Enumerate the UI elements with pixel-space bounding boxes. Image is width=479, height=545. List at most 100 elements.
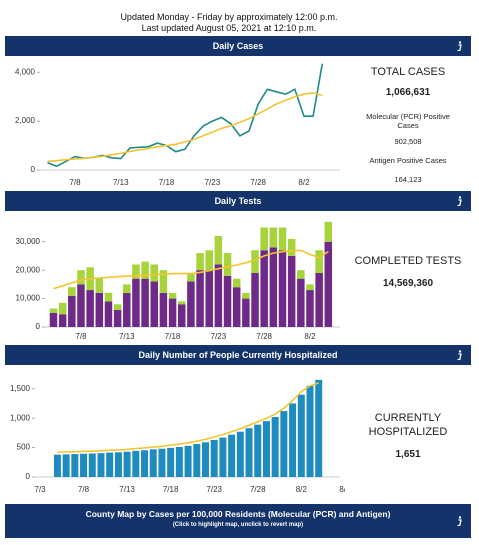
panel-value: 164,123 bbox=[394, 175, 422, 184]
bar bbox=[158, 448, 166, 477]
bar bbox=[271, 417, 279, 477]
x-tick-label: 7/28 bbox=[250, 178, 266, 187]
bar bbox=[228, 434, 236, 477]
panel-heading: COMPLETED TESTS bbox=[354, 255, 462, 267]
bar bbox=[306, 290, 314, 327]
section-bar[interactable]: County Map by Cases per 100,000 Resident… bbox=[5, 504, 471, 538]
info-icon[interactable] bbox=[455, 350, 463, 360]
bar bbox=[315, 250, 323, 273]
line bbox=[57, 382, 319, 454]
y-tick-label: 0 bbox=[31, 165, 36, 174]
bar bbox=[88, 453, 96, 477]
section-bar: Daily Cases bbox=[5, 36, 471, 56]
bar bbox=[245, 428, 253, 477]
bar bbox=[113, 309, 122, 327]
bar bbox=[177, 301, 186, 305]
bar bbox=[141, 261, 149, 279]
bar bbox=[297, 278, 305, 327]
x-tick-label: 8/2 bbox=[296, 485, 308, 494]
bar bbox=[280, 411, 288, 477]
bar bbox=[53, 454, 61, 477]
x-tick-label: 7/3 bbox=[34, 485, 46, 494]
bar bbox=[168, 298, 177, 327]
x-tick-label: 7/18 bbox=[159, 178, 175, 187]
x-tick-label: 7/8 bbox=[69, 178, 81, 187]
section-title: Daily Number of People Currently Hospita… bbox=[138, 350, 338, 360]
bar bbox=[324, 221, 333, 242]
section-bar: Daily Number of People Currently Hospita… bbox=[5, 345, 471, 365]
charts: 0 2,000 4,000 7/8 7/13 7/18 7/23 7/28 8/2 0 10,000… bbox=[10, 63, 345, 494]
bar bbox=[80, 453, 88, 477]
bar bbox=[236, 431, 244, 477]
bar bbox=[242, 292, 250, 299]
section-title: Daily Tests bbox=[214, 196, 262, 206]
x-tick-label: 7/13 bbox=[113, 178, 129, 187]
x-tick-label: 8/2 bbox=[304, 332, 316, 341]
bar bbox=[97, 453, 105, 477]
bar bbox=[149, 449, 157, 477]
panel-total: 14,569,360 bbox=[382, 278, 434, 289]
bar bbox=[71, 454, 79, 477]
bar bbox=[223, 253, 232, 276]
y-tick-label: 0 bbox=[36, 322, 41, 331]
bar bbox=[205, 270, 213, 327]
bar bbox=[49, 312, 58, 327]
x-tick-label: 7/23 bbox=[205, 178, 221, 187]
y-tick-label: 4,000 bbox=[15, 67, 36, 76]
bar bbox=[287, 238, 296, 256]
bar bbox=[132, 278, 140, 327]
x-tick-label: 8/2 bbox=[298, 178, 310, 187]
bar bbox=[123, 451, 131, 477]
bar bbox=[269, 247, 278, 327]
bar bbox=[223, 275, 232, 327]
bar bbox=[150, 281, 159, 327]
bar bbox=[159, 270, 168, 293]
bar bbox=[297, 394, 305, 477]
panel-label: Antigen Positive Cases bbox=[369, 156, 447, 165]
bar bbox=[297, 270, 305, 279]
y-tick-label: 0 bbox=[26, 472, 31, 481]
line bbox=[53, 249, 329, 290]
bar bbox=[58, 314, 67, 327]
bar bbox=[196, 253, 204, 271]
section-bar: Daily Tests bbox=[5, 191, 471, 211]
y-tick-label: 30,000 bbox=[16, 237, 41, 246]
x-tick-label: 7/13 bbox=[119, 332, 135, 341]
bar bbox=[201, 442, 209, 477]
bar bbox=[269, 227, 278, 248]
bar bbox=[175, 447, 183, 477]
bar bbox=[278, 250, 287, 327]
bar bbox=[214, 236, 223, 265]
bar bbox=[306, 385, 314, 477]
bar bbox=[219, 437, 227, 477]
bar bbox=[196, 270, 204, 327]
x-tick-label: 7/28 bbox=[250, 485, 266, 494]
bar bbox=[150, 264, 159, 282]
bar bbox=[168, 292, 177, 299]
bar bbox=[177, 304, 186, 327]
bar bbox=[159, 292, 168, 327]
bar bbox=[95, 278, 104, 293]
last-updated: Last updated August 05, 2021 at 12:10 p.… bbox=[141, 23, 317, 33]
x-tick-label: 8/7 bbox=[339, 485, 345, 494]
bar bbox=[205, 250, 213, 271]
y-tick-label: 500 bbox=[17, 443, 31, 452]
bar bbox=[106, 452, 114, 477]
bar bbox=[86, 290, 94, 327]
panel-value: 902,508 bbox=[394, 137, 422, 146]
x-tick-label: 7/18 bbox=[165, 332, 181, 341]
bar bbox=[232, 278, 241, 288]
bar bbox=[95, 292, 104, 327]
x-tick-label: 7/23 bbox=[211, 332, 227, 341]
bar bbox=[232, 287, 241, 327]
info-icon[interactable] bbox=[455, 41, 463, 51]
info-icon[interactable] bbox=[455, 196, 463, 206]
line bbox=[47, 92, 323, 163]
y-tick-label: 1,000 bbox=[10, 413, 31, 422]
bar bbox=[251, 250, 259, 273]
section-title: County Map by Cases per 100,000 Resident… bbox=[85, 509, 391, 519]
info-icon[interactable] bbox=[455, 516, 463, 526]
panel-heading: CURRENTLY HOSPITALIZED bbox=[368, 412, 448, 438]
y-tick-label: 1,500 bbox=[10, 384, 31, 393]
bar bbox=[104, 301, 113, 327]
